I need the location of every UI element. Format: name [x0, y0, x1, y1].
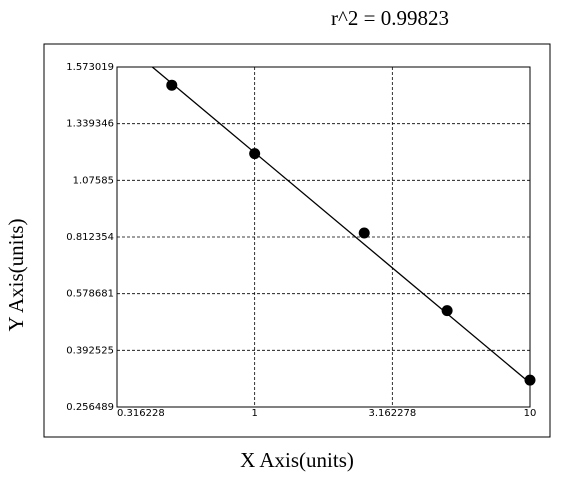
y-tick-label: 0.578681 — [66, 289, 114, 300]
y-tick-label: 0.812354 — [66, 232, 114, 243]
data-point — [441, 305, 453, 317]
data-point — [358, 227, 370, 239]
y-tick-label: 1.339346 — [66, 119, 114, 130]
y-tick-label: 0.392525 — [66, 345, 114, 356]
y-axis-label: Y Axis(units) — [4, 219, 28, 332]
fit-line — [151, 66, 531, 384]
data-point — [249, 148, 261, 160]
data-point — [166, 79, 178, 91]
x-axis-label: X Axis(units) — [240, 448, 354, 472]
y-tick-label: 1.07585 — [73, 175, 114, 186]
y-tick-label: 0.256489 — [66, 402, 114, 413]
data-point — [524, 374, 536, 386]
x-tick-label: 10 — [524, 408, 537, 419]
x-tick-label: 0.316228 — [117, 408, 165, 419]
x-tick-label: 1 — [251, 408, 257, 419]
chart-title: r^2 = 0.99823 — [331, 6, 449, 30]
x-tick-label: 3.162278 — [368, 408, 416, 419]
y-tick-label: 1.573019 — [66, 62, 114, 73]
